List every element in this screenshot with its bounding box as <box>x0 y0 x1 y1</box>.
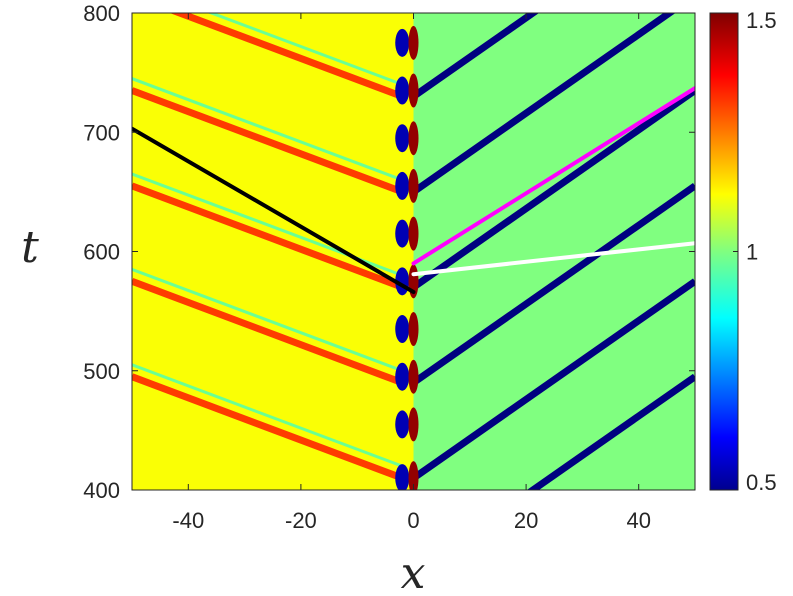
left-diagonal-shadow <box>207 13 403 86</box>
y-tick-label: 400 <box>83 478 120 503</box>
core-dark-lobe <box>395 124 410 153</box>
left-diagonal <box>132 373 404 482</box>
core-red-blob <box>408 312 419 347</box>
colorbar-tick-label: 1 <box>746 240 758 265</box>
right-diagonal <box>411 183 695 386</box>
left-diagonal <box>169 13 404 100</box>
overlay-line <box>411 241 695 277</box>
right-diagonal <box>526 373 695 490</box>
x-tick-label: -20 <box>285 508 317 533</box>
core-red-blob <box>408 359 419 394</box>
core-red-blob <box>408 461 419 490</box>
core-dark-lobe <box>395 410 410 439</box>
y-axis-label: t <box>21 222 39 273</box>
x-axis-ticks: -40 -20 0 20 40 <box>172 13 651 533</box>
plot-area <box>131 12 696 491</box>
y-axis-ticks: 400 500 600 700 800 <box>83 1 695 503</box>
left-diagonal-shadow <box>132 363 403 468</box>
colorbar-tick-label: 1.5 <box>746 8 777 33</box>
y-tick-label: 500 <box>83 359 120 384</box>
heatmap-field <box>132 13 695 490</box>
x-axis-label: x <box>401 548 426 596</box>
colorbar-tick-label: 0.5 <box>746 470 777 495</box>
left-diagonal <box>132 182 404 291</box>
core-dark-lobe <box>395 28 410 57</box>
left-diagonal <box>132 278 404 386</box>
left-diagonal-shadow <box>132 77 403 182</box>
x-tick-label: -40 <box>172 508 204 533</box>
x-tick-label: 20 <box>514 508 538 533</box>
overlay-line <box>132 126 416 294</box>
core-red-blob <box>408 168 419 203</box>
colorbar-ticks: 0.5 1 1.5 <box>733 8 777 495</box>
core-dark-lobe <box>395 464 410 490</box>
x-tick-label: 0 <box>407 508 419 533</box>
core-dark-lobe <box>395 171 410 200</box>
left-diagonal-shadow <box>132 267 403 373</box>
core-red-blob <box>408 216 419 251</box>
right-diagonal <box>411 13 540 100</box>
core-red-blob <box>408 407 419 442</box>
core-red-blob <box>408 73 419 108</box>
y-tick-label: 600 <box>83 240 120 265</box>
colorbar: 0.5 1 1.5 <box>709 8 777 495</box>
core-dark-lobe <box>395 76 410 105</box>
core-dark-lobe <box>395 362 410 391</box>
right-background <box>413 13 695 490</box>
core-red-blob <box>408 121 419 156</box>
left-background <box>132 13 414 490</box>
right-diagonal <box>411 278 695 481</box>
x-tick-label: 40 <box>626 508 650 533</box>
left-diagonal <box>132 87 404 196</box>
core-dark-lobe <box>395 315 410 344</box>
y-tick-label: 700 <box>83 120 120 145</box>
right-diagonal <box>411 13 676 195</box>
y-tick-label: 800 <box>83 1 120 26</box>
overlay-line <box>411 86 695 266</box>
core-red-blob <box>408 25 419 60</box>
overlay-lines <box>132 86 695 294</box>
right-diagonal <box>411 87 695 291</box>
core-dark-lobe <box>395 219 410 248</box>
